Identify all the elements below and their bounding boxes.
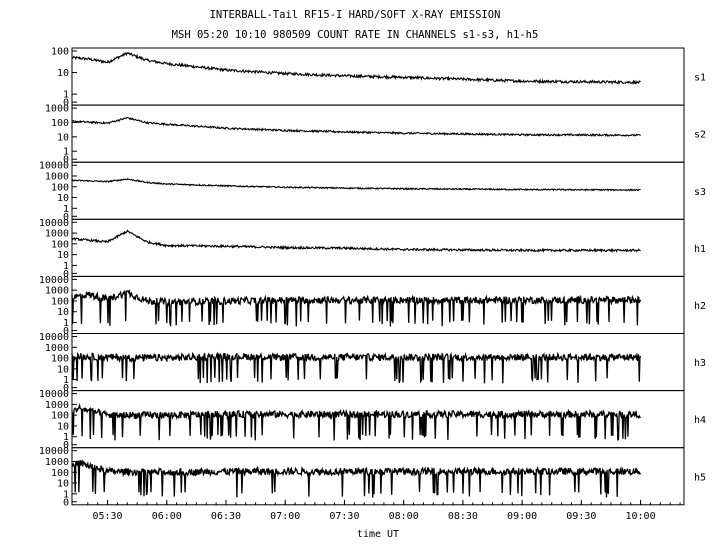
series-line-s3 bbox=[71, 178, 641, 192]
x-tick-label: 06:00 bbox=[152, 511, 182, 522]
y-tick-label: 0 bbox=[63, 155, 69, 166]
y-tick-label: 10 bbox=[57, 68, 69, 79]
channel-label-h4: h4 bbox=[694, 415, 706, 426]
x-tick-label: 08:00 bbox=[389, 511, 419, 522]
y-tick-label: 0 bbox=[63, 440, 69, 451]
y-tick-label: 1 bbox=[63, 375, 69, 386]
series-line-h5 bbox=[71, 459, 642, 498]
panel-s1: 100 10 10 s1 bbox=[51, 47, 706, 109]
panel-frame bbox=[71, 333, 685, 392]
series-line-s1 bbox=[71, 52, 641, 85]
panel-frame bbox=[71, 447, 685, 506]
y-tick-label: 10 bbox=[57, 479, 69, 490]
channel-label-h2: h2 bbox=[694, 301, 706, 312]
y-tick-label: 10 bbox=[57, 421, 69, 432]
y-tick-label: 10 bbox=[57, 250, 69, 261]
panel-s2: 1000 100 10 10 s2 bbox=[45, 104, 706, 166]
channel-label-s3: s3 bbox=[694, 187, 706, 198]
panel-frame bbox=[71, 275, 685, 334]
y-tick-label: 0 bbox=[63, 497, 69, 508]
chart-title-line1: INTERBALL-Tail RF15-I HARD/SOFT X-RAY EM… bbox=[210, 9, 501, 21]
chart-title-line2: MSH 05:20 10:10 980509 COUNT RATE IN CHA… bbox=[172, 29, 539, 41]
y-tick-label: 1 bbox=[63, 147, 69, 158]
y-tick-label: 1000 bbox=[45, 457, 69, 468]
x-tick-label: 09:30 bbox=[566, 511, 596, 522]
y-tick-label: 10 bbox=[57, 307, 69, 318]
y-tick-label: 10 bbox=[57, 193, 69, 204]
panel-frame bbox=[71, 161, 685, 220]
channel-label-s2: s2 bbox=[694, 130, 706, 141]
y-tick-label: 1 bbox=[63, 204, 69, 215]
y-tick-label: 0 bbox=[63, 269, 69, 280]
y-tick-label: 1 bbox=[63, 90, 69, 101]
y-tick-label: 1000 bbox=[45, 286, 69, 297]
channel-label-h3: h3 bbox=[694, 358, 706, 369]
y-tick-label: 0 bbox=[63, 383, 69, 394]
y-tick-label: 10000 bbox=[39, 332, 69, 343]
y-tick-label: 100 bbox=[51, 296, 69, 307]
series-line-s2 bbox=[71, 116, 641, 138]
y-tick-label: 0 bbox=[63, 212, 69, 223]
y-tick-label: 0 bbox=[63, 326, 69, 337]
y-tick-label: 1 bbox=[63, 432, 69, 443]
y-tick-label: 1 bbox=[63, 318, 69, 329]
x-tick-label: 07:30 bbox=[329, 511, 359, 522]
x-tick-label: 09:00 bbox=[507, 511, 537, 522]
x-tick-label: 07:00 bbox=[270, 511, 300, 522]
y-tick-label: 1000 bbox=[45, 400, 69, 411]
y-tick-label: 1000 bbox=[45, 171, 69, 182]
panel-frame bbox=[71, 390, 685, 449]
channel-label-h1: h1 bbox=[694, 244, 706, 255]
y-tick-label: 100 bbox=[51, 182, 69, 193]
x-tick-label: 10:00 bbox=[626, 511, 656, 522]
y-tick-label: 1 bbox=[63, 261, 69, 272]
y-tick-label: 10000 bbox=[39, 389, 69, 400]
x-tick-label: 05:30 bbox=[92, 511, 122, 522]
series-line-h1 bbox=[71, 229, 641, 254]
y-tick-label: 100 bbox=[51, 118, 69, 129]
channel-label-h5: h5 bbox=[694, 472, 706, 483]
series-line-h2 bbox=[71, 289, 642, 327]
y-tick-label: 100 bbox=[51, 47, 69, 58]
y-tick-label: 0 bbox=[63, 98, 69, 109]
series-line-h3 bbox=[71, 351, 642, 384]
y-tick-label: 100 bbox=[51, 468, 69, 479]
y-tick-label: 1000 bbox=[45, 343, 69, 354]
y-tick-label: 100 bbox=[51, 411, 69, 422]
panel-frame bbox=[71, 218, 685, 277]
y-tick-label: 10000 bbox=[39, 161, 69, 172]
y-tick-label: 100 bbox=[51, 239, 69, 250]
panel-frame bbox=[71, 104, 685, 163]
x-tick-label: 06:30 bbox=[211, 511, 241, 522]
panel-stack: 1001010s110001001010s21000010001001010s3… bbox=[39, 47, 706, 509]
y-tick-label: 10000 bbox=[39, 275, 69, 286]
x-axis-label: time UT bbox=[357, 529, 399, 540]
y-tick-label: 1000 bbox=[45, 229, 69, 240]
x-tick-label: 08:30 bbox=[448, 511, 478, 522]
y-tick-label: 1000 bbox=[45, 104, 69, 115]
y-tick-label: 1 bbox=[63, 489, 69, 500]
x-axis: 05:30 06:00 06:30 07:00 07:30 08:00 08:30 09:00… bbox=[87, 499, 681, 522]
channel-label-s1: s1 bbox=[694, 73, 706, 84]
y-tick-label: 10 bbox=[57, 364, 69, 375]
y-tick-label: 10000 bbox=[39, 446, 69, 457]
y-tick-label: 10 bbox=[57, 132, 69, 143]
y-tick-label: 100 bbox=[51, 354, 69, 365]
y-tick-label: 10000 bbox=[39, 218, 69, 229]
series-line-h4 bbox=[71, 402, 641, 441]
